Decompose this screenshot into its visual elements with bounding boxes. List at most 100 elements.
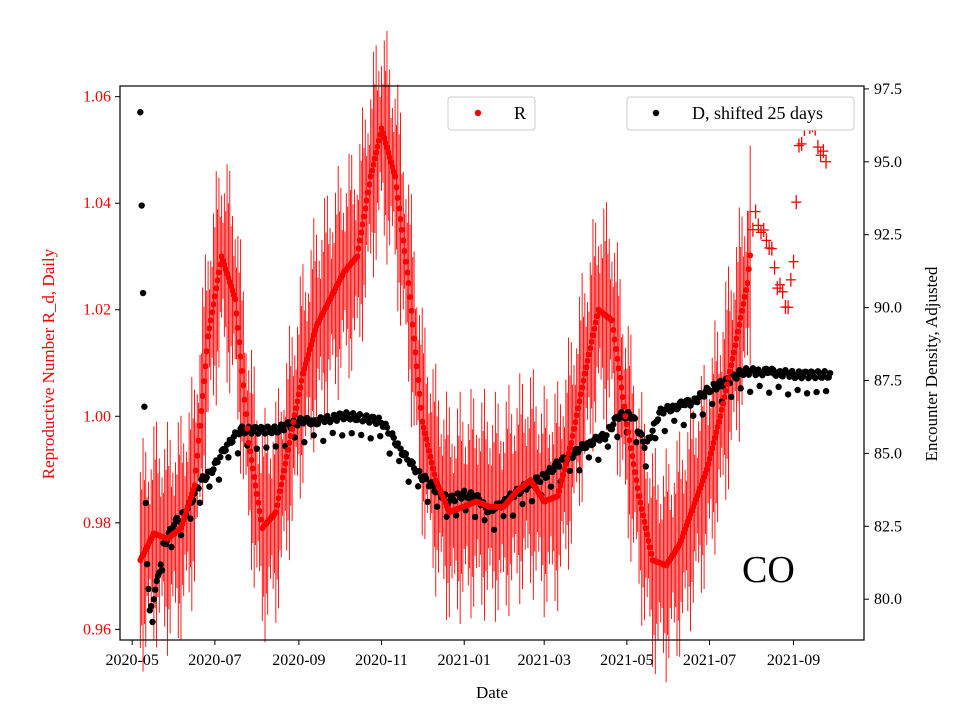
r-point: [191, 482, 198, 489]
d-point: [356, 410, 364, 418]
d-point: [271, 423, 278, 430]
r-point: [290, 419, 297, 426]
d-point: [394, 440, 402, 447]
d-point: [775, 383, 782, 391]
d-point: [301, 438, 308, 446]
d-point: [263, 444, 270, 451]
d-point: [153, 577, 160, 585]
r-point: [589, 332, 596, 339]
r-point: [287, 432, 294, 439]
r-point: [566, 445, 573, 452]
r-point: [743, 287, 750, 294]
d-point: [661, 427, 668, 435]
r-point: [356, 237, 363, 244]
right-tick-label: 87.5: [874, 372, 902, 389]
d-point: [203, 474, 210, 481]
r-point: [237, 353, 244, 360]
d-point: [765, 389, 773, 396]
r-point: [608, 317, 615, 324]
r-point: [584, 357, 591, 364]
r-point: [297, 384, 304, 391]
d-point: [550, 467, 557, 474]
left-tick-label: 0.98: [83, 515, 111, 532]
r-point: [630, 461, 637, 468]
d-point: [821, 367, 828, 375]
d-point: [280, 427, 288, 434]
d-point: [253, 445, 261, 452]
d-point: [451, 497, 458, 505]
r-point: [724, 381, 731, 388]
r-point: [236, 339, 243, 346]
d-point: [142, 499, 149, 507]
r-point: [739, 307, 746, 314]
r-point: [390, 168, 397, 175]
r-point: [576, 398, 583, 405]
r-point: [579, 384, 586, 391]
r-point: [286, 439, 293, 446]
d-point: [604, 443, 612, 450]
r-point: [618, 384, 625, 391]
d-point: [196, 499, 204, 506]
r-point: [565, 450, 572, 457]
r-point: [253, 491, 260, 498]
r-point: [622, 413, 629, 420]
d-point: [234, 450, 242, 457]
r-point: [737, 314, 744, 321]
r-point: [580, 377, 587, 384]
r-point: [210, 301, 217, 308]
d-point: [826, 369, 834, 377]
legend-r-box: [447, 96, 536, 131]
right-tick-label: 92.5: [874, 227, 902, 244]
d-point: [654, 416, 662, 423]
d-point: [137, 109, 144, 116]
r-point: [309, 337, 316, 344]
d-point: [822, 387, 830, 395]
plot-frame: [119, 85, 865, 641]
d-point: [794, 386, 801, 394]
r-point: [554, 493, 561, 500]
r-point: [713, 429, 720, 436]
right-axis-label: Encounter Density, Adjusted: [922, 266, 941, 461]
r-point: [629, 453, 636, 460]
d-point: [727, 393, 735, 401]
d-point: [397, 445, 404, 452]
r-point: [312, 327, 319, 334]
r-point: [711, 434, 718, 441]
d-point: [187, 515, 194, 522]
r-point: [583, 364, 590, 371]
x-tick-label: 2021-01: [438, 652, 491, 669]
r-point: [401, 248, 408, 255]
r-point: [561, 466, 568, 473]
d-point: [376, 432, 384, 440]
r-point: [385, 149, 392, 156]
right-tick-label: 82.5: [874, 518, 902, 535]
r-point: [241, 396, 248, 403]
d-point: [641, 444, 648, 452]
d-point: [671, 417, 678, 424]
r-point: [310, 332, 317, 339]
r-point: [299, 370, 306, 377]
r-point: [623, 421, 630, 428]
d-point: [210, 466, 217, 473]
r-point: [405, 280, 412, 287]
left-axis-label: Reproductive Number R_d, Daily: [39, 248, 58, 479]
d-point: [690, 412, 697, 419]
r-point: [592, 319, 599, 326]
d-point: [638, 431, 645, 438]
d-point: [171, 521, 178, 529]
state-annotation: CO: [742, 549, 795, 591]
r-point: [285, 446, 292, 453]
d-point: [471, 513, 479, 521]
r-point: [409, 321, 416, 328]
d-point: [383, 424, 391, 431]
d-point: [610, 421, 617, 428]
d-point: [367, 435, 374, 442]
r-point: [354, 253, 361, 260]
r-point: [378, 125, 385, 132]
r-point: [388, 159, 395, 166]
r-point: [369, 167, 376, 174]
r-point: [375, 137, 382, 144]
d-point: [149, 618, 156, 626]
legend-d-box: [626, 96, 855, 131]
r-error-bands: [139, 31, 751, 683]
